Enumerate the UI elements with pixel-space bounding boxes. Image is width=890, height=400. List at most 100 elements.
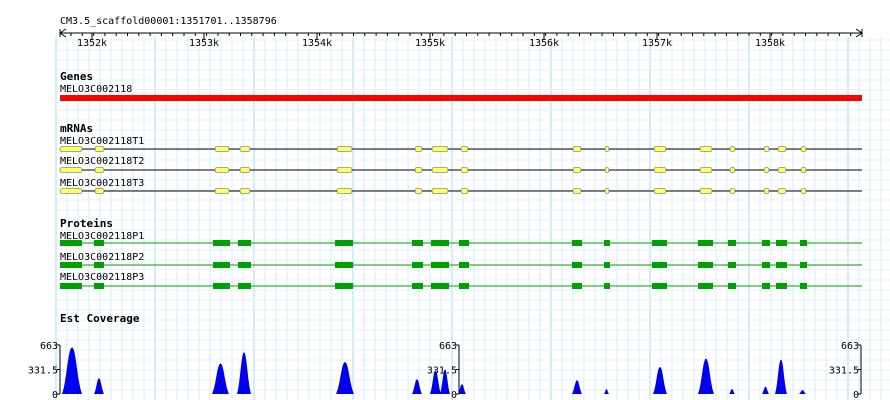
mrna-exon[interactable] xyxy=(414,188,423,194)
protein-segment[interactable] xyxy=(238,240,251,246)
est-peak[interactable] xyxy=(799,390,806,394)
protein-segment[interactable] xyxy=(762,240,770,246)
protein-segment[interactable] xyxy=(652,283,667,289)
mrna-exon[interactable] xyxy=(763,188,770,194)
mrna-exon[interactable] xyxy=(604,188,610,194)
est-peak[interactable] xyxy=(412,379,422,394)
protein-segment[interactable] xyxy=(412,283,423,289)
protein-segment[interactable] xyxy=(698,283,713,289)
mrna-exon[interactable] xyxy=(414,167,423,173)
est-peak[interactable] xyxy=(212,363,229,394)
mrna-exon[interactable] xyxy=(239,167,251,173)
mrna-exon[interactable] xyxy=(763,146,770,152)
mrna-exon[interactable] xyxy=(336,167,353,173)
mrna-exon[interactable] xyxy=(699,167,713,173)
protein-segment[interactable] xyxy=(60,240,82,246)
protein-segment[interactable] xyxy=(800,262,807,268)
mrna-exon[interactable] xyxy=(414,146,423,152)
protein-segment[interactable] xyxy=(698,240,713,246)
protein-segment[interactable] xyxy=(572,283,582,289)
mrna-exon[interactable] xyxy=(214,167,230,173)
protein-segment[interactable] xyxy=(762,262,770,268)
mrna-exon[interactable] xyxy=(653,146,667,152)
mrna-exon[interactable] xyxy=(336,188,353,194)
est-peak[interactable] xyxy=(653,367,667,394)
mrna-exon[interactable] xyxy=(604,167,610,173)
est-peak[interactable] xyxy=(775,359,787,394)
mrna-exon[interactable] xyxy=(653,167,667,173)
mrna-exon[interactable] xyxy=(94,188,105,194)
est-peak[interactable] xyxy=(94,378,104,394)
mrna-exon[interactable] xyxy=(800,146,807,152)
protein-segment[interactable] xyxy=(652,240,667,246)
protein-segment[interactable] xyxy=(213,240,230,246)
mrna-exon[interactable] xyxy=(729,188,736,194)
protein-segment[interactable] xyxy=(604,262,610,268)
protein-segment[interactable] xyxy=(800,283,807,289)
protein-segment[interactable] xyxy=(604,240,610,246)
mrna-exon[interactable] xyxy=(800,188,807,194)
est-peak[interactable] xyxy=(698,358,714,394)
mrna-exon[interactable] xyxy=(460,146,469,152)
mrna-exon[interactable] xyxy=(59,146,83,152)
protein-segment[interactable] xyxy=(335,262,353,268)
est-peak[interactable] xyxy=(729,389,735,394)
protein-segment[interactable] xyxy=(572,240,582,246)
protein-segment[interactable] xyxy=(431,240,449,246)
protein-segment[interactable] xyxy=(412,262,423,268)
mrna-exon[interactable] xyxy=(777,188,787,194)
protein-segment[interactable] xyxy=(459,283,469,289)
protein-segment[interactable] xyxy=(604,283,610,289)
mrna-exon[interactable] xyxy=(214,188,230,194)
est-peak[interactable] xyxy=(458,384,466,394)
protein-segment[interactable] xyxy=(459,240,469,246)
protein-segment[interactable] xyxy=(94,262,104,268)
mrna-exon[interactable] xyxy=(460,188,469,194)
protein-segment[interactable] xyxy=(431,283,449,289)
mrna-exon[interactable] xyxy=(572,188,582,194)
mrna-exon[interactable] xyxy=(800,167,807,173)
protein-segment[interactable] xyxy=(459,262,469,268)
protein-segment[interactable] xyxy=(335,283,353,289)
protein-segment[interactable] xyxy=(762,283,770,289)
gene-bar[interactable] xyxy=(60,95,862,101)
mrna-exon[interactable] xyxy=(572,167,582,173)
protein-segment[interactable] xyxy=(572,262,582,268)
mrna-exon[interactable] xyxy=(59,188,83,194)
est-peak[interactable] xyxy=(572,380,582,394)
protein-segment[interactable] xyxy=(60,283,82,289)
mrna-exon[interactable] xyxy=(336,146,353,152)
est-peak[interactable] xyxy=(62,347,82,394)
mrna-exon[interactable] xyxy=(604,146,610,152)
mrna-exon[interactable] xyxy=(431,167,449,173)
mrna-exon[interactable] xyxy=(59,167,83,173)
est-coverage-peaks[interactable] xyxy=(62,347,806,394)
mrna-exon[interactable] xyxy=(94,167,105,173)
est-peak[interactable] xyxy=(762,386,769,394)
protein-segment[interactable] xyxy=(94,283,104,289)
est-peak[interactable] xyxy=(604,389,609,394)
mrna-exon[interactable] xyxy=(699,188,713,194)
mrna-exon[interactable] xyxy=(460,167,469,173)
protein-segment[interactable] xyxy=(728,240,736,246)
protein-segment[interactable] xyxy=(652,262,667,268)
mrna-exon[interactable] xyxy=(699,146,713,152)
est-peak[interactable] xyxy=(336,362,354,394)
protein-segment[interactable] xyxy=(800,240,807,246)
mrna-exon[interactable] xyxy=(653,188,667,194)
mrna-exon[interactable] xyxy=(431,188,449,194)
mrna-exon[interactable] xyxy=(729,146,736,152)
mrna-exon[interactable] xyxy=(239,188,251,194)
protein-segment[interactable] xyxy=(728,262,736,268)
protein-segment[interactable] xyxy=(698,262,713,268)
mrna-exon[interactable] xyxy=(214,146,230,152)
protein-segment[interactable] xyxy=(776,283,787,289)
mrna-exon[interactable] xyxy=(763,167,770,173)
mrna-features[interactable] xyxy=(59,146,862,194)
mrna-exon[interactable] xyxy=(777,146,787,152)
protein-segment[interactable] xyxy=(60,262,82,268)
est-peak[interactable] xyxy=(430,370,441,394)
mrna-exon[interactable] xyxy=(239,146,251,152)
mrna-exon[interactable] xyxy=(431,146,449,152)
protein-segment[interactable] xyxy=(776,262,787,268)
